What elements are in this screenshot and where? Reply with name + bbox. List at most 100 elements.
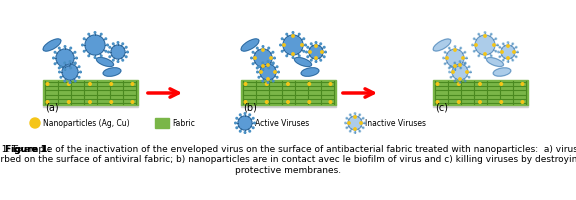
Circle shape <box>298 56 300 57</box>
Ellipse shape <box>96 58 113 67</box>
Text: (a): (a) <box>46 102 59 112</box>
Circle shape <box>56 50 74 68</box>
Circle shape <box>117 61 119 63</box>
Circle shape <box>89 83 92 86</box>
Circle shape <box>240 114 241 116</box>
Circle shape <box>69 82 71 84</box>
Circle shape <box>360 122 362 125</box>
Circle shape <box>111 46 125 60</box>
Circle shape <box>449 72 450 73</box>
Circle shape <box>260 71 262 74</box>
Text: Active Viruses: Active Viruses <box>255 119 309 128</box>
Circle shape <box>478 34 480 36</box>
Circle shape <box>281 51 283 53</box>
Circle shape <box>236 127 237 129</box>
Ellipse shape <box>487 58 503 67</box>
Circle shape <box>262 81 264 82</box>
Circle shape <box>236 118 237 119</box>
Circle shape <box>468 77 470 79</box>
Circle shape <box>478 56 480 57</box>
Circle shape <box>254 50 272 68</box>
Text: Nanoparticles (Ag, Cu): Nanoparticles (Ag, Cu) <box>43 119 130 128</box>
Circle shape <box>127 52 128 54</box>
Circle shape <box>257 72 258 73</box>
Circle shape <box>495 51 497 53</box>
Circle shape <box>244 83 247 86</box>
Circle shape <box>354 132 356 134</box>
Circle shape <box>84 39 85 40</box>
Circle shape <box>258 67 260 68</box>
Circle shape <box>268 68 270 69</box>
Text: Figure 1:: Figure 1: <box>5 144 51 153</box>
Circle shape <box>502 60 504 62</box>
Text: (c): (c) <box>435 102 449 112</box>
Circle shape <box>348 122 350 125</box>
Circle shape <box>262 50 264 52</box>
Circle shape <box>449 48 450 50</box>
Ellipse shape <box>433 40 451 52</box>
Circle shape <box>64 81 66 82</box>
Circle shape <box>499 57 501 58</box>
Circle shape <box>475 36 495 56</box>
Circle shape <box>126 57 127 58</box>
Bar <box>43 81 138 105</box>
Circle shape <box>85 36 105 56</box>
Circle shape <box>303 51 305 53</box>
Circle shape <box>446 58 448 60</box>
Circle shape <box>320 44 321 45</box>
Circle shape <box>454 63 456 64</box>
Circle shape <box>107 45 108 47</box>
Circle shape <box>112 44 114 45</box>
Circle shape <box>292 33 294 34</box>
Circle shape <box>131 83 134 86</box>
Circle shape <box>75 58 77 60</box>
Circle shape <box>270 58 272 60</box>
Circle shape <box>475 45 477 47</box>
Circle shape <box>286 34 287 36</box>
Circle shape <box>52 58 54 60</box>
Circle shape <box>84 51 85 53</box>
Circle shape <box>276 67 278 68</box>
Circle shape <box>249 131 251 132</box>
Circle shape <box>464 63 466 64</box>
Circle shape <box>272 81 274 82</box>
Circle shape <box>74 52 76 54</box>
Circle shape <box>454 46 456 48</box>
Circle shape <box>495 39 497 40</box>
Circle shape <box>54 52 56 54</box>
Ellipse shape <box>294 58 312 67</box>
Circle shape <box>46 101 49 104</box>
Circle shape <box>450 67 452 68</box>
Circle shape <box>100 56 102 57</box>
Circle shape <box>516 57 517 58</box>
Circle shape <box>308 83 310 86</box>
Circle shape <box>490 34 492 36</box>
Circle shape <box>110 83 112 86</box>
Circle shape <box>454 50 456 52</box>
Circle shape <box>346 127 347 129</box>
Circle shape <box>258 77 260 79</box>
Circle shape <box>473 39 475 40</box>
Circle shape <box>459 78 461 81</box>
Circle shape <box>521 101 524 104</box>
Circle shape <box>298 34 300 36</box>
Circle shape <box>88 34 89 36</box>
Circle shape <box>315 58 317 60</box>
Circle shape <box>274 71 276 74</box>
Circle shape <box>512 44 514 45</box>
Circle shape <box>307 47 309 49</box>
Circle shape <box>359 114 361 116</box>
Circle shape <box>516 47 517 49</box>
Circle shape <box>266 101 268 104</box>
Text: Inactive Viruses: Inactive Viruses <box>365 119 426 128</box>
Circle shape <box>324 47 325 49</box>
Circle shape <box>240 131 241 132</box>
Circle shape <box>521 83 524 86</box>
Circle shape <box>105 51 107 53</box>
Circle shape <box>468 67 470 68</box>
Circle shape <box>292 36 294 38</box>
Circle shape <box>70 68 71 69</box>
Circle shape <box>105 39 107 40</box>
Circle shape <box>479 101 482 104</box>
Bar <box>433 104 528 107</box>
